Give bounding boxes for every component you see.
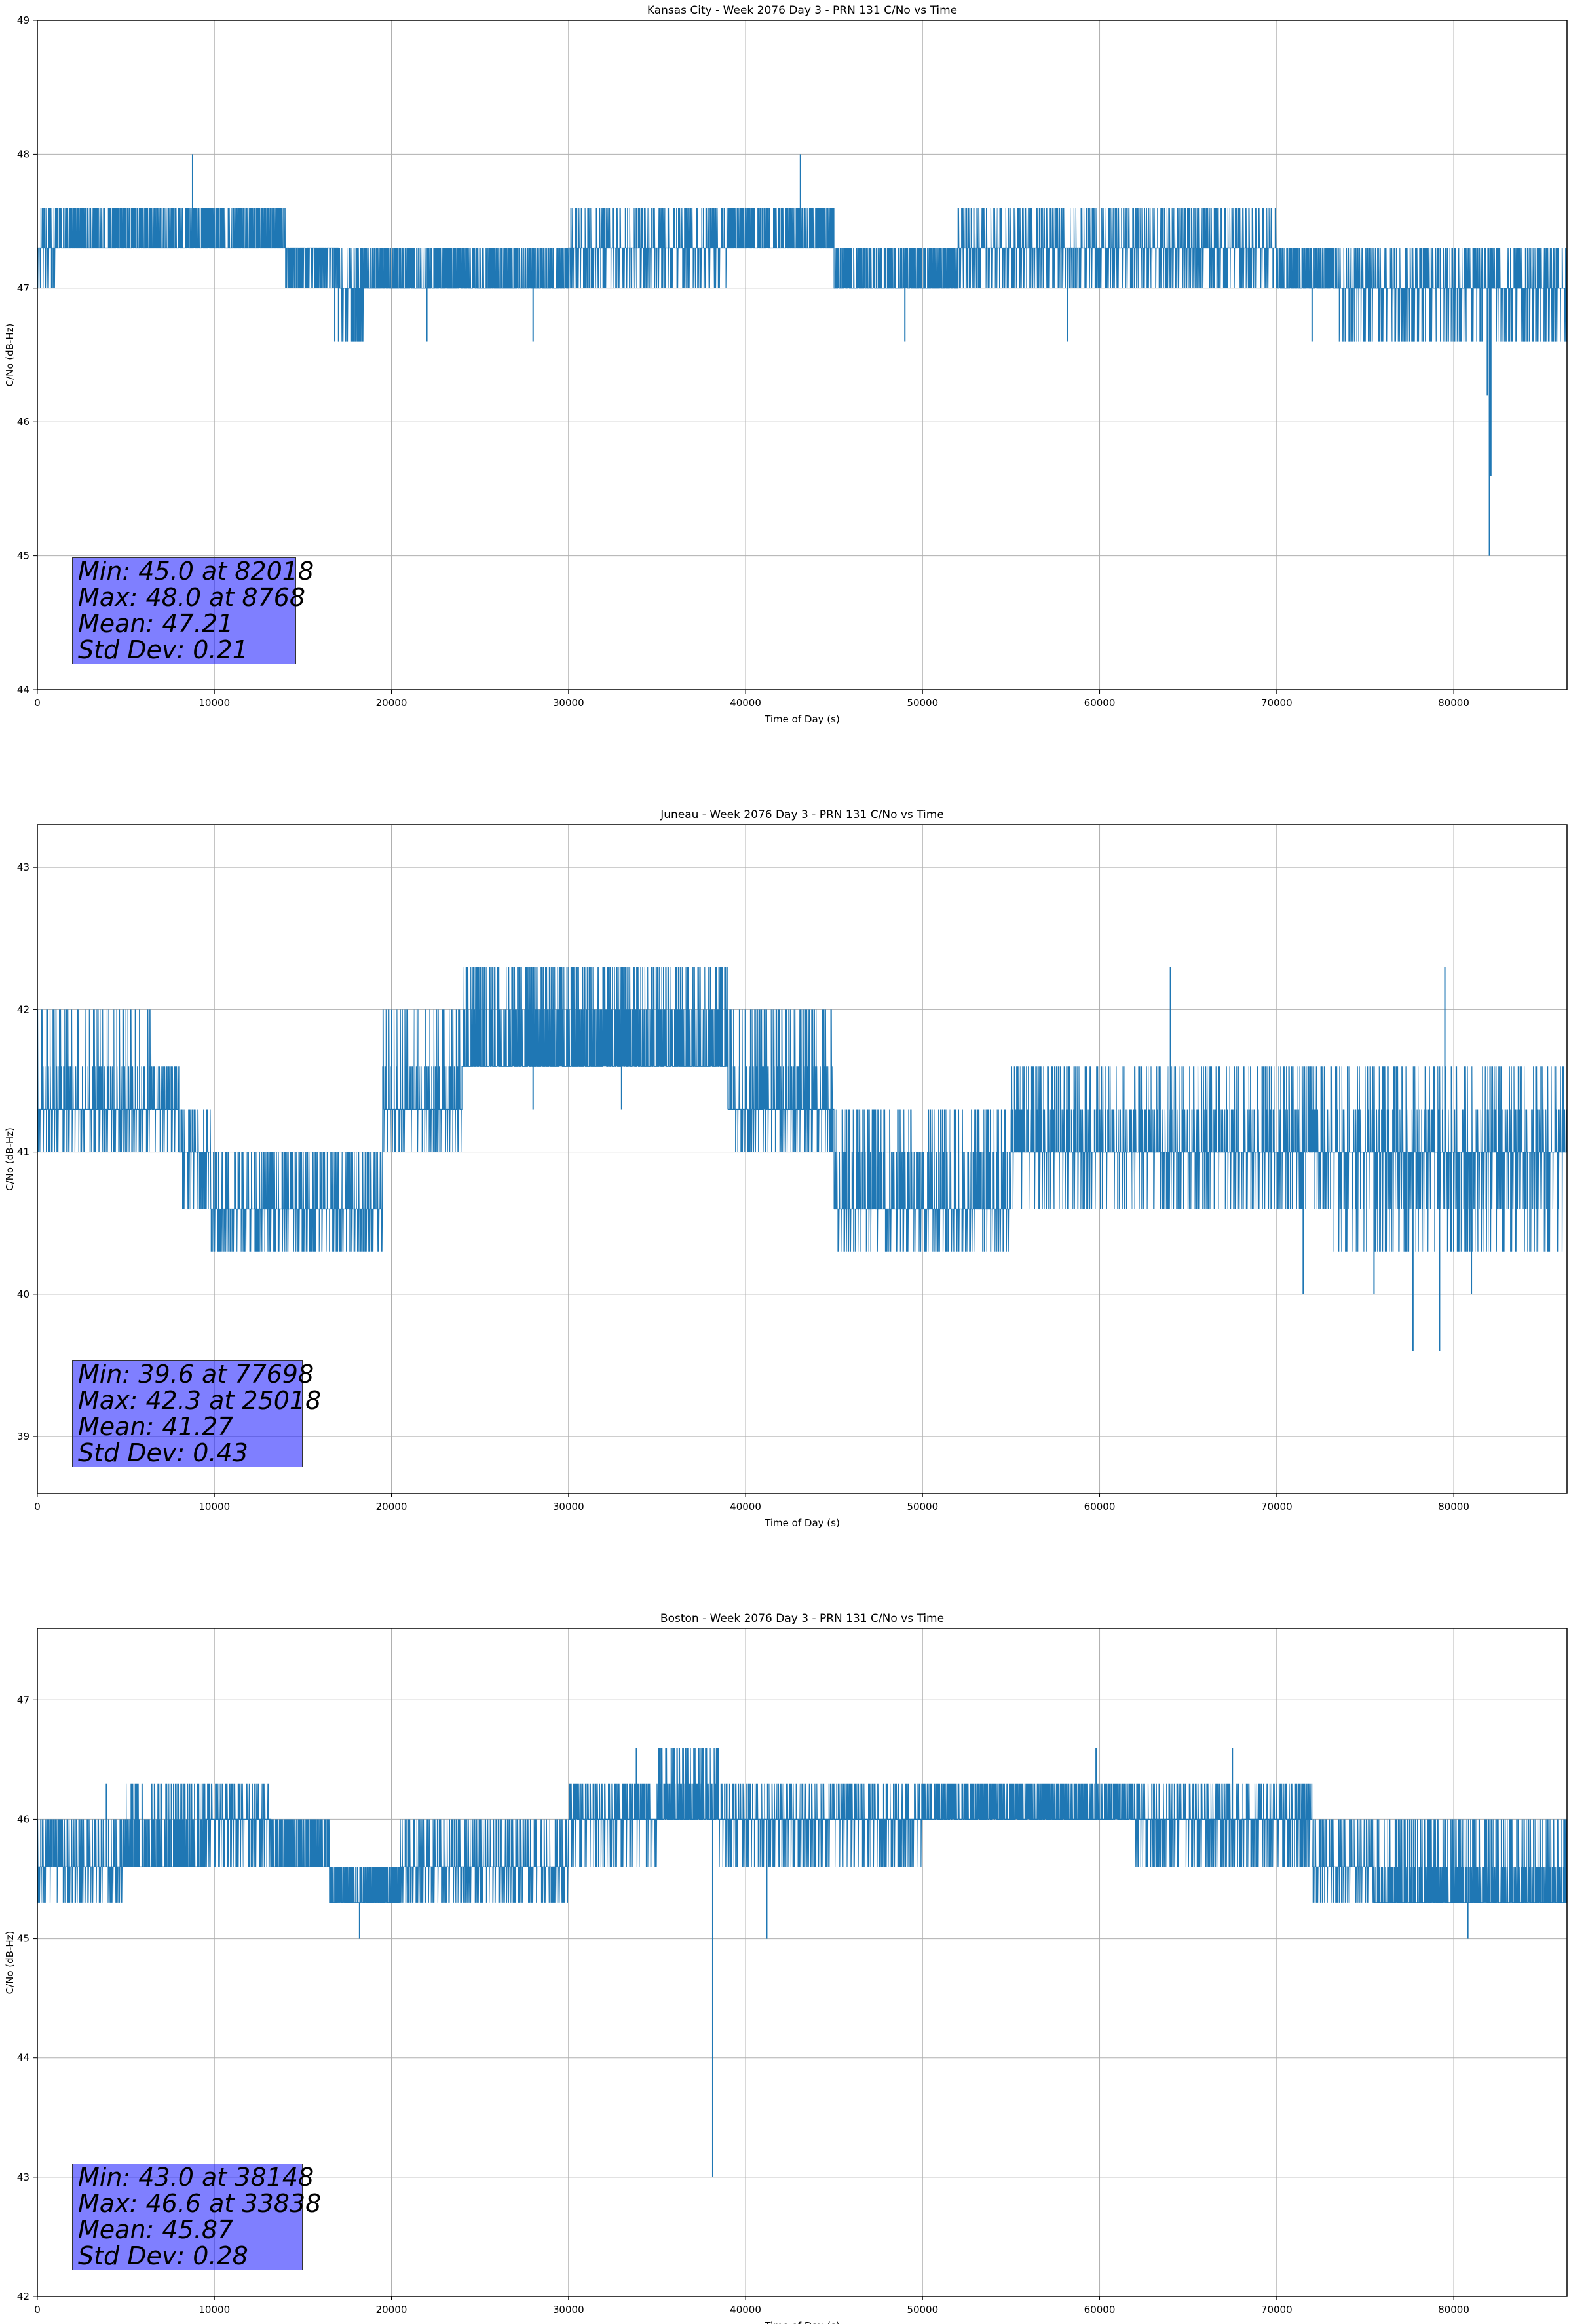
y-tick-label: 42: [17, 1003, 29, 1015]
chart-title: Juneau - Week 2076 Day 3 - PRN 131 C/No …: [660, 808, 944, 821]
x-tick-label: 50000: [907, 697, 938, 709]
chart-title: Kansas City - Week 2076 Day 3 - PRN 131 …: [647, 4, 957, 17]
chart-0: 0 10000 20000 30000 40000 50000 60000 70000 8000…: [4, 4, 1568, 725]
chart-1: 0 10000 20000 30000 40000 50000 60000 70000 8000…: [4, 808, 1568, 1529]
x-tick-label: 80000: [1438, 1501, 1469, 1512]
series-trace: [37, 967, 1568, 1252]
series-trace: [37, 1748, 1568, 1903]
y-tick-label: 45: [17, 550, 29, 562]
y-tick-label: 41: [17, 1146, 29, 1158]
y-tick-label: 45: [17, 1933, 29, 1945]
axes-frame: [37, 1628, 1568, 2297]
x-tick-label: 50000: [907, 1501, 938, 1512]
stats-std-dev: Std Dev: 0.21: [78, 635, 248, 664]
stats-min: Min: 43.0 at 38148: [78, 2163, 314, 2192]
x-tick-label: 60000: [1084, 2304, 1116, 2315]
stats-mean: Mean: 47.21: [78, 609, 234, 638]
stats-min: Min: 39.6 at 77698: [78, 1360, 314, 1389]
x-tick-label: 20000: [376, 1501, 407, 1512]
x-tick-label: 0: [34, 1501, 41, 1512]
y-tick-label: 44: [17, 684, 29, 696]
x-tick-label: 80000: [1438, 697, 1469, 709]
series-trace: [37, 208, 1568, 342]
x-tick-label: 30000: [553, 697, 584, 709]
x-tick-label: 80000: [1438, 2304, 1469, 2315]
y-axis-label: C/No (dB-Hz): [4, 1931, 16, 1995]
y-tick-label: 49: [17, 14, 29, 26]
y-tick-label: 39: [17, 1431, 29, 1442]
y-tick-label: 43: [17, 861, 29, 873]
x-tick-label: 70000: [1261, 1501, 1293, 1512]
stats-mean: Mean: 45.87: [78, 2215, 234, 2244]
y-tick-label: 40: [17, 1288, 29, 1300]
axes-frame: [37, 20, 1568, 690]
x-tick-label: 70000: [1261, 697, 1293, 709]
x-tick-label: 20000: [376, 697, 407, 709]
y-tick-label: 47: [17, 1694, 29, 1706]
stats-std-dev: Std Dev: 0.43: [78, 1438, 248, 1467]
x-tick-label: 40000: [730, 2304, 761, 2315]
stats-box: Min: 45.0 at 82018 Max: 48.0 at 8768 Mea…: [72, 557, 314, 664]
x-tick-label: 70000: [1261, 2304, 1293, 2315]
x-tick-label: 0: [34, 2304, 41, 2315]
y-tick-label: 42: [17, 2291, 29, 2302]
x-tick-label: 40000: [730, 697, 761, 709]
stats-min: Min: 45.0 at 82018: [78, 557, 314, 586]
stats-max: Max: 48.0 at 8768: [78, 583, 306, 612]
axes-frame: [37, 824, 1568, 1494]
stats-mean: Mean: 41.27: [78, 1412, 234, 1441]
x-tick-label: 40000: [730, 1501, 761, 1512]
x-tick-label: 50000: [907, 2304, 938, 2315]
x-axis-label: Time of Day (s): [764, 713, 840, 725]
x-tick-label: 30000: [553, 1501, 584, 1512]
x-tick-label: 30000: [553, 2304, 584, 2315]
x-axis-label: Time of Day (s): [764, 2320, 840, 2324]
y-tick-label: 43: [17, 2171, 29, 2183]
y-axis-label: C/No (dB-Hz): [4, 1127, 16, 1191]
chart-title: Boston - Week 2076 Day 3 - PRN 131 C/No …: [660, 1612, 944, 1625]
stats-std-dev: Std Dev: 0.28: [78, 2241, 248, 2270]
y-tick-label: 46: [17, 1813, 29, 1825]
y-tick-label: 48: [17, 148, 29, 160]
x-tick-label: 0: [34, 697, 41, 709]
x-tick-label: 60000: [1084, 697, 1116, 709]
y-tick-label: 47: [17, 282, 29, 294]
x-tick-label: 10000: [198, 697, 230, 709]
x-tick-label: 10000: [198, 1501, 230, 1512]
x-axis-label: Time of Day (s): [764, 1517, 840, 1529]
stats-box: Min: 43.0 at 38148 Max: 46.6 at 33838 Me…: [72, 2163, 322, 2270]
stats-box: Min: 39.6 at 77698 Max: 42.3 at 25018 Me…: [72, 1360, 322, 1467]
x-tick-label: 60000: [1084, 1501, 1116, 1512]
x-tick-label: 10000: [198, 2304, 230, 2315]
y-axis-label: C/No (dB-Hz): [4, 324, 16, 387]
y-tick-label: 44: [17, 2052, 29, 2064]
x-tick-label: 20000: [376, 2304, 407, 2315]
stats-max: Max: 42.3 at 25018: [78, 1386, 322, 1415]
stats-max: Max: 46.6 at 33838: [78, 2189, 322, 2218]
y-tick-label: 46: [17, 416, 29, 428]
